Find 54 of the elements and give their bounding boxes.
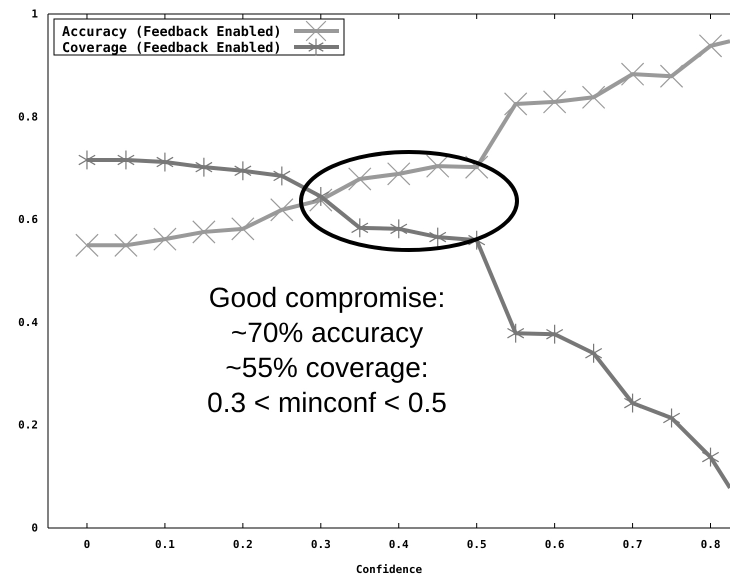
annotation: ~70% accuracy (230, 317, 424, 348)
point (662, 408, 680, 428)
point (153, 227, 177, 251)
point (426, 154, 450, 178)
point (350, 218, 369, 238)
point (117, 150, 135, 170)
point (195, 157, 213, 178)
annotation: 0.3 < minconf < 0.5 (207, 387, 447, 418)
point (506, 323, 524, 344)
point (504, 92, 528, 116)
point (542, 90, 566, 114)
point (464, 155, 488, 179)
x-axis-title: Confidence (356, 563, 422, 576)
point (234, 160, 252, 181)
y-tick-label: 1 (31, 8, 38, 21)
point (624, 393, 642, 414)
x-tick-label: 0.1 (154, 538, 176, 551)
point (114, 234, 138, 258)
point (660, 64, 684, 88)
point (270, 198, 294, 222)
x-tick-label: 0.2 (232, 538, 253, 551)
point (273, 166, 291, 186)
point (312, 186, 330, 207)
legend-label: Coverage (Feedback Enabled) (62, 40, 282, 56)
point (428, 227, 446, 248)
point (546, 324, 564, 344)
point (584, 343, 602, 364)
y-tick-label: 0.8 (18, 110, 38, 124)
point (192, 220, 216, 244)
y-tick-label: 0.2 (18, 418, 38, 432)
annotation: Good compromise: (208, 282, 446, 313)
point (348, 167, 372, 191)
y-tick-label: 0.4 (18, 316, 38, 329)
point (387, 162, 410, 186)
point (156, 152, 174, 172)
x-tick-label: 0 (84, 538, 90, 551)
point (698, 34, 722, 58)
point (78, 150, 96, 170)
y-tick-label: 0.6 (18, 213, 38, 226)
annotation: ~55% coverage: (225, 352, 429, 383)
point (620, 62, 644, 86)
x-tick-label: 0.3 (310, 538, 331, 551)
point (75, 234, 99, 258)
point (231, 217, 255, 241)
y-tick-label: 0 (31, 522, 38, 535)
point (390, 218, 408, 239)
x-tick-label: 0.8 (700, 538, 720, 551)
point (582, 86, 606, 109)
x-tick-label: 0.7 (622, 538, 643, 551)
legend-label: Accuracy (Feedback Enabled) (62, 24, 282, 40)
point (702, 447, 720, 468)
x-tick-label: 0.6 (544, 538, 565, 551)
x-tick-label: 0.4 (388, 538, 410, 551)
x-tick-label: 0.5 (466, 538, 487, 551)
